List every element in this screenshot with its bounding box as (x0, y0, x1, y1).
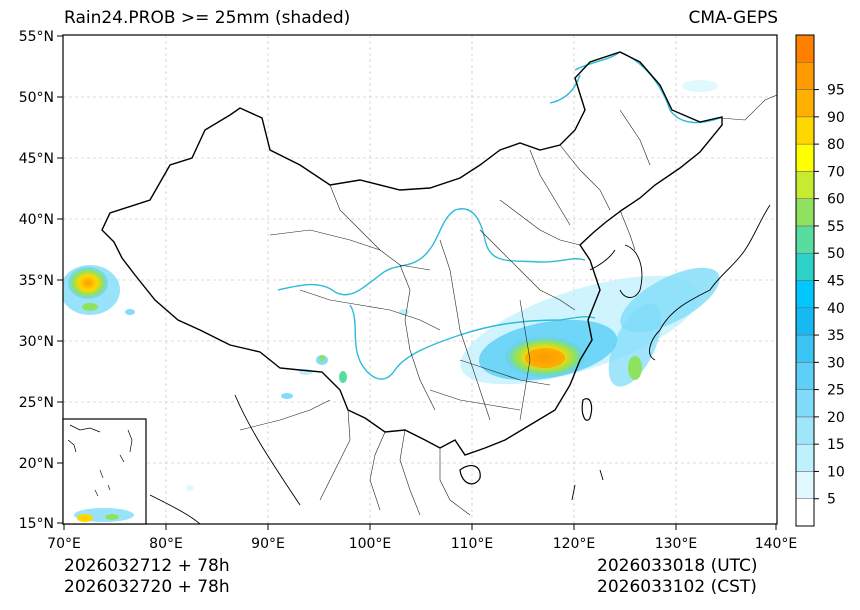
init-utc: 2026032712 + 78h (64, 556, 230, 576)
colorbar-swatch (795, 116, 815, 145)
colorbar-label: 5 (827, 492, 836, 508)
south-china-sea-inset (62, 418, 147, 525)
china-border (101, 51, 723, 456)
colorbar-swatch (795, 280, 815, 309)
lat-tick-label: 55°N (19, 29, 54, 45)
footer-valid-times: 2026033018 (UTC) 2026033102 (CST) (597, 556, 758, 598)
colorbar-label: 70 (827, 164, 845, 180)
colorbar-swatch (795, 416, 815, 445)
lon-tick-label: 140°E (755, 536, 798, 552)
colorbar-label: 45 (827, 274, 845, 290)
colorbar-swatch (795, 252, 815, 281)
colorbar-label: 40 (827, 301, 845, 317)
lon-tick-label: 120°E (553, 536, 596, 552)
valid-utc: 2026033018 (UTC) (597, 556, 758, 576)
colorbar-label: 20 (827, 410, 845, 426)
colorbar-label: 35 (827, 328, 845, 344)
lat-tick-label: 45°N (19, 151, 54, 167)
lat-tick-label: 40°N (19, 212, 54, 228)
lon-tick-label: 90°E (251, 536, 285, 552)
colorbar-swatch (795, 62, 815, 90)
colorbar-swatch (795, 389, 815, 418)
colorbar-swatch (795, 307, 815, 336)
lon-tick-label: 110°E (451, 536, 494, 552)
lon-tick-label: 80°E (149, 536, 183, 552)
lat-tick-label: 30°N (19, 334, 54, 350)
province-borders (239, 94, 777, 516)
lat-tick-label: 25°N (19, 395, 54, 411)
colorbar-label: 60 (827, 192, 845, 208)
lat-tick-label: 50°N (19, 90, 54, 106)
colorbar-label: 10 (827, 464, 845, 480)
colorbar-label: 15 (827, 437, 845, 453)
colorbar-swatch (795, 171, 815, 199)
lat-tick-label: 15°N (19, 516, 54, 532)
probability-shading (63, 80, 720, 491)
colorbar-swatch (795, 89, 815, 118)
map-title: Rain24.PROB >= 25mm (shaded) (64, 8, 351, 28)
colorbar-label: 30 (827, 355, 845, 371)
colorbar-swatch (795, 198, 815, 227)
colorbar-swatch (795, 498, 815, 527)
axis-ticks (57, 35, 777, 530)
colorbar-swatch (795, 443, 815, 472)
coastlines (149, 204, 771, 524)
colorbar-swatch (795, 362, 815, 390)
model-name: CMA-GEPS (688, 8, 778, 28)
colorbar-label: 80 (827, 137, 845, 153)
colorbar-label: 25 (827, 383, 845, 399)
colorbar: 5 10 15 20 25 30 35 40 45 50 55 60 70 80 90 95 (795, 34, 845, 527)
colorbar-label: 55 (827, 219, 845, 235)
footer-init-times: 2026032712 + 78h 2026032720 + 78h (64, 556, 230, 598)
taiwan-island (581, 398, 593, 421)
lat-tick-label: 35°N (19, 273, 54, 289)
lat-labels: 55°N 50°N 45°N 40°N 35°N 30°N 25°N 20°N … (19, 29, 54, 532)
colorbar-label: 95 (827, 83, 845, 99)
init-cst: 2026032720 + 78h (64, 577, 230, 597)
colorbar-swatch (795, 225, 815, 254)
lon-tick-label: 130°E (655, 536, 698, 552)
lon-tick-label: 100°E (349, 536, 392, 552)
lat-tick-label: 20°N (19, 456, 54, 472)
colorbar-label: 90 (827, 110, 845, 126)
colorbar-swatch (795, 34, 815, 63)
colorbar-swatch (795, 334, 815, 363)
valid-cst: 2026033102 (CST) (597, 577, 757, 597)
rain-band-sea (608, 303, 662, 387)
colorbar-label: 50 (827, 246, 845, 262)
colorbar-swatch (795, 143, 815, 172)
colorbar-frame (795, 34, 815, 527)
lon-labels: 70°E 80°E 90°E 100°E 110°E 120°E 130°E 1… (47, 536, 797, 552)
colorbar-swatch (795, 471, 815, 499)
lon-tick-label: 70°E (47, 536, 81, 552)
hainan-island (459, 464, 481, 485)
